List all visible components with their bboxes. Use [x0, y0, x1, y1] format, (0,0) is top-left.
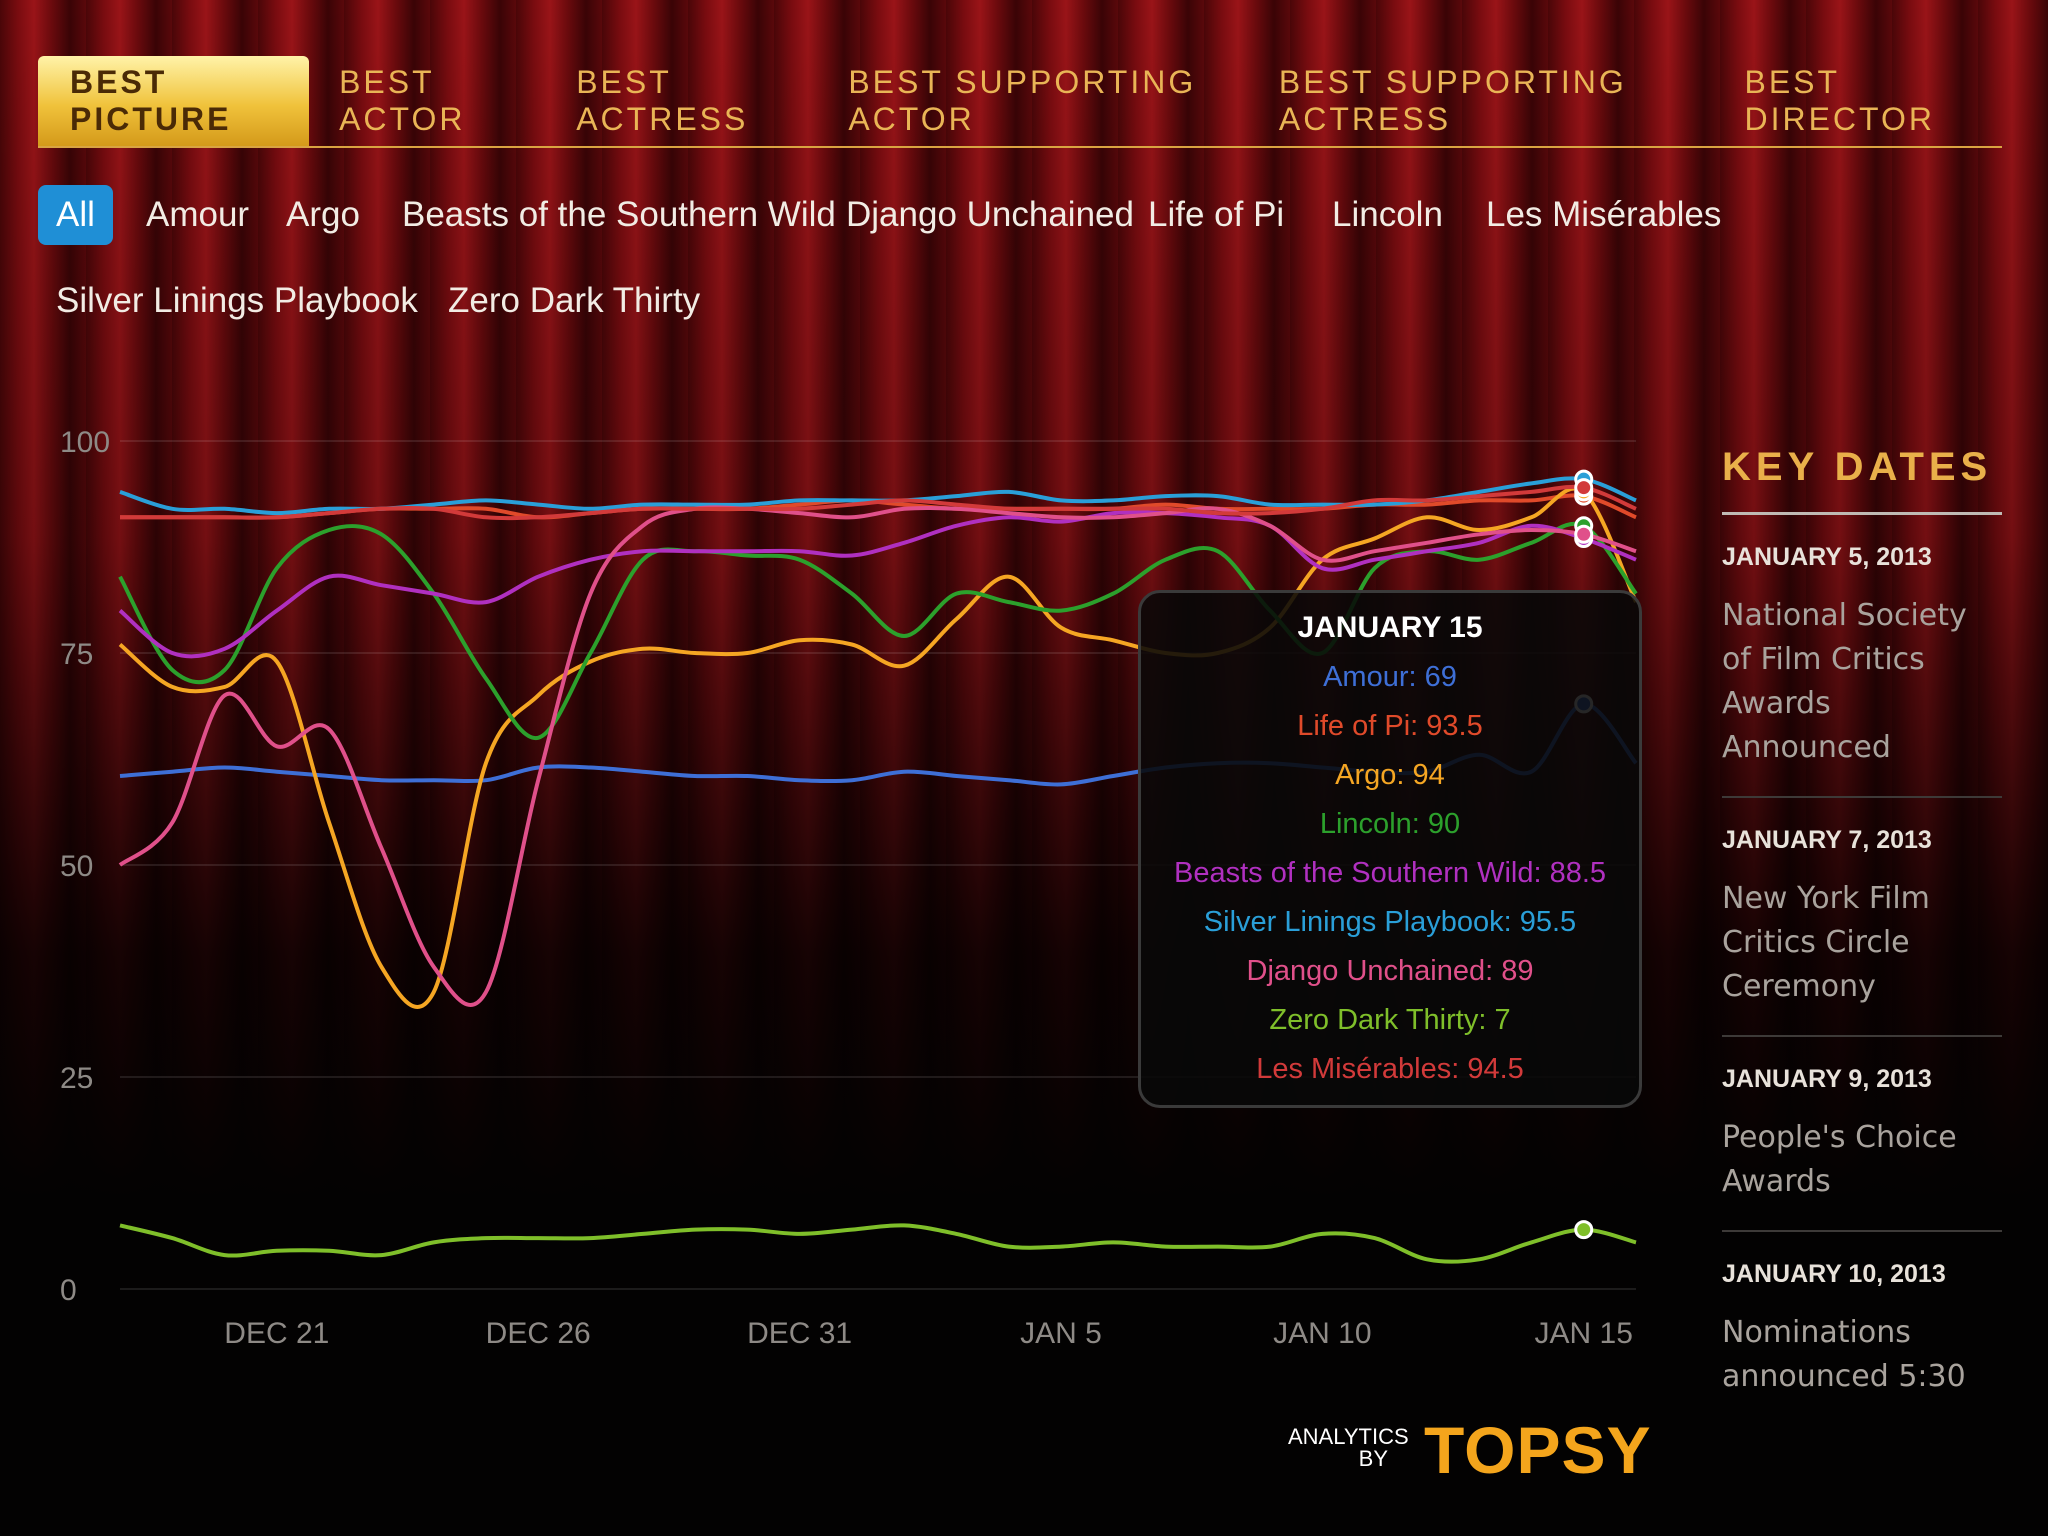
tab-best-actress[interactable]: BEST ACTRESS — [576, 64, 749, 137]
series-line-argo — [118, 486, 1638, 1009]
logo-analytics-by: ANALYTICS BY — [1288, 1424, 1409, 1471]
key-date-text: National Society of Film Critics Awards … — [1722, 598, 1967, 765]
series-line-silver-linings-playbook — [119, 476, 1637, 516]
key-date-date: JANUARY 5, 2013 — [1722, 543, 1932, 571]
x-tick-label: DEC 31 — [747, 1317, 852, 1350]
data-point-marker — [1574, 478, 1594, 498]
tooltip-row: Django Unchained: 89 — [1246, 955, 1534, 987]
x-tick-label: JAN 10 — [1273, 1317, 1371, 1350]
tab-best-supporting-actor[interactable]: BEST SUPPORTING ACTOR — [848, 64, 1197, 137]
x-tick-label: DEC 26 — [486, 1317, 591, 1350]
series-line-zero-dark-thirty — [119, 1223, 1637, 1264]
series-line-les-mis-rables — [120, 484, 1637, 521]
tooltip-row: Amour: 69 — [1323, 661, 1457, 693]
tooltip-row: Life of Pi: 93.5 — [1297, 710, 1483, 742]
tab-best-actor[interactable]: BEST ACTOR — [339, 64, 466, 137]
data-point-marker — [1574, 1220, 1594, 1240]
key-date-date: JANUARY 10, 2013 — [1722, 1260, 1946, 1288]
x-tick-label: JAN 5 — [1020, 1317, 1102, 1350]
y-tick-label: 50 — [60, 850, 93, 883]
film-filter-amour[interactable]: Amour — [146, 195, 250, 234]
key-date-date: JANUARY 7, 2013 — [1722, 826, 1932, 854]
film-filter-les-miserables[interactable]: Les Misérables — [1486, 195, 1722, 234]
award-tabs: BEST PICTURE BEST ACTOR BEST ACTRESS BES… — [38, 56, 2002, 148]
key-date-text: People's Choice Awards — [1722, 1120, 1957, 1199]
key-date-item: JANUARY 7, 2013 New York Film Critics Ci… — [1722, 798, 2002, 1037]
tooltip-row: Argo: 94 — [1335, 759, 1445, 791]
y-tick-label: 100 — [60, 426, 110, 459]
x-tick-label: DEC 21 — [224, 1317, 329, 1350]
film-filter-zero-dark-thirty[interactable]: Zero Dark Thirty — [448, 281, 701, 320]
tab-best-supporting-actress[interactable]: BEST SUPPORTING ACTRESS — [1278, 64, 1627, 137]
logo-topsy: TOPSY — [1424, 1413, 1652, 1487]
key-date-item: JANUARY 5, 2013 National Society of Film… — [1722, 515, 2002, 798]
tooltip-row: Zero Dark Thirty: 7 — [1269, 1004, 1511, 1036]
film-filter-django[interactable]: Django Unchained — [846, 195, 1134, 234]
data-point-marker — [1574, 524, 1594, 544]
tooltip-row: Lincoln: 90 — [1319, 808, 1461, 840]
film-filter-all[interactable]: All — [38, 185, 113, 245]
key-dates-panel: KEY DATES JANUARY 5, 2013 National Socie… — [1722, 445, 2002, 1425]
series-line-beasts-of-the-southern-wild — [118, 510, 1637, 659]
series-line-django-unchained — [118, 505, 1637, 1007]
key-date-date: JANUARY 9, 2013 — [1722, 1065, 1932, 1093]
tooltip-row: Beasts of the Southern Wild: 88.5 — [1173, 857, 1607, 889]
film-filter-lincoln[interactable]: Lincoln — [1332, 195, 1443, 234]
key-date-text: Nominations announced 5:30 — [1722, 1315, 1966, 1394]
key-dates-title: KEY DATES — [1722, 445, 2002, 515]
key-date-text: New York Film Critics Circle Ceremony — [1722, 881, 1930, 1004]
y-tick-label: 0 — [60, 1274, 77, 1307]
film-filter-silver-linings[interactable]: Silver Linings Playbook — [56, 281, 418, 320]
tab-best-picture[interactable]: BEST PICTURE — [38, 56, 310, 146]
y-tick-label: 25 — [60, 1062, 93, 1095]
topsy-logo: ANALYTICS BY TOPSY — [1288, 1413, 1651, 1487]
x-tick-label: JAN 15 — [1535, 1317, 1633, 1350]
tooltip-row: Les Misérables: 94.5 — [1256, 1053, 1524, 1085]
film-filter-life-of-pi[interactable]: Life of Pi — [1148, 195, 1285, 234]
y-tick-label: 75 — [60, 638, 93, 671]
tooltip-title: JANUARY 15 — [1297, 611, 1483, 644]
tab-best-director[interactable]: BEST DIRECTOR — [1744, 64, 1935, 137]
key-date-item: JANUARY 9, 2013 People's Choice Awards — [1722, 1037, 2002, 1232]
key-date-item: JANUARY 10, 2013 Nominations announced 5… — [1722, 1232, 2002, 1425]
film-filter-beasts[interactable]: Beasts of the Southern Wild — [402, 195, 836, 234]
tooltip-row: Silver Linings Playbook: 95.5 — [1203, 906, 1577, 938]
hover-tooltip: JANUARY 15 Amour: 69 Life of Pi: 93.5 Argo… — [1138, 590, 1642, 1108]
film-filter-argo[interactable]: Argo — [286, 195, 360, 234]
series-line-lincoln — [118, 521, 1638, 740]
